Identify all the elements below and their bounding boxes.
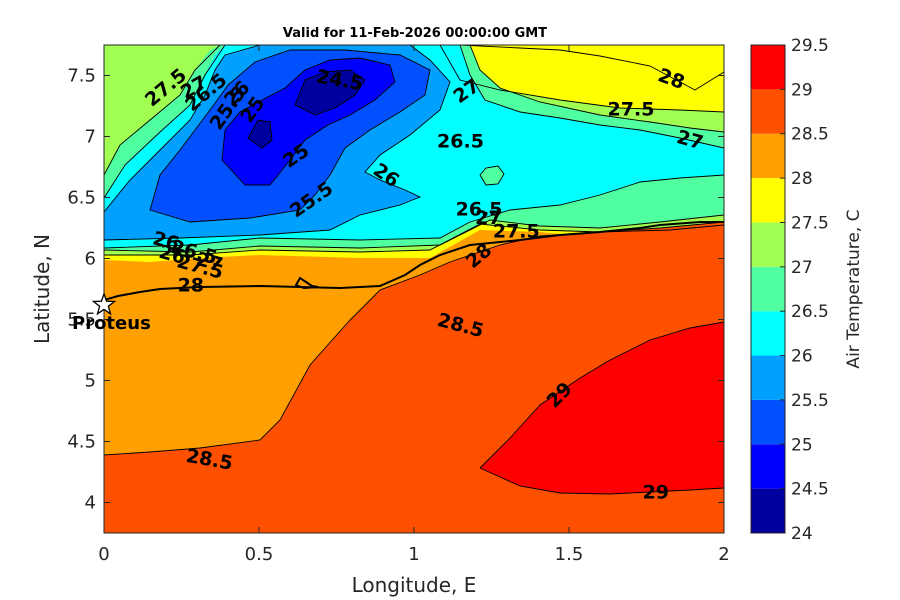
contour-fill — [104, 45, 724, 533]
x-axis: 0 0.5 1 1.5 2 — [98, 45, 730, 565]
y-tick-label: 7.5 — [67, 66, 96, 87]
colorbar-swatch — [751, 89, 785, 134]
colorbar-swatch — [751, 266, 785, 312]
fill-band-29 — [480, 322, 724, 494]
contour-line — [104, 45, 451, 241]
contour-line — [479, 467, 724, 495]
colorbar: 24 24.5 25 25.5 26 26.5 27 27.5 28 28.5 29 29.5 Air… — [750, 36, 864, 544]
colorbar-tick-label: 29 — [791, 80, 813, 100]
contour-line — [479, 321, 724, 469]
y-tick-label: 5 — [85, 371, 96, 392]
x-tick-label: 0 — [98, 544, 109, 565]
contour-label: 26.5 — [437, 130, 484, 152]
contour-label: 27 — [475, 207, 501, 229]
fill-band-24 — [248, 120, 272, 148]
fill-band-24 — [295, 70, 365, 115]
contour-line — [247, 119, 273, 149]
colorbar-swatch — [751, 399, 785, 445]
contour-label: 28 — [178, 274, 204, 296]
colorbar-tick-label: 28 — [791, 169, 813, 189]
colorbar-swatch — [751, 444, 785, 489]
y-tick-label: 6.5 — [67, 188, 96, 209]
y-tick-label: 7 — [85, 127, 96, 148]
contour-line — [459, 45, 724, 91]
plot-area: 0 0.5 1 1.5 2 44.555.566.577.5 24.5252525.52… — [30, 44, 730, 597]
colorbar-swatch — [751, 488, 785, 533]
station-marker: Proteus — [72, 291, 151, 334]
colorbar-swatch — [751, 178, 785, 223]
chart-title: Valid for 11-Feb-2026 00:00:00 GMT — [283, 26, 547, 41]
fill-band-26-5 — [480, 166, 504, 185]
coastline — [104, 221, 724, 301]
contour-line — [469, 45, 724, 133]
colorbar-tick-label: 26.5 — [791, 302, 829, 322]
colorbar-tick-label: 25 — [791, 435, 813, 455]
colorbar-ticks: 24 24.5 25 25.5 26 26.5 27 27.5 28 28.5 29 29.5 — [780, 36, 829, 544]
contour-label: 29 — [643, 482, 669, 504]
colorbar-tick-label: 25.5 — [791, 391, 829, 411]
colorbar-tick-label: 24.5 — [791, 480, 829, 500]
contour-line — [459, 45, 724, 149]
y-tick-label: 4 — [85, 493, 96, 514]
contour-line — [104, 45, 221, 176]
y-tick-label: 4.5 — [67, 432, 96, 453]
station-label: Proteus — [72, 313, 151, 334]
colorbar-swatches — [751, 45, 785, 533]
colorbar-tick-label: 27.5 — [791, 213, 829, 233]
coastline-path — [104, 221, 724, 301]
colorbar-label: Air Temperature, C — [844, 209, 864, 368]
colorbar-swatch — [751, 133, 785, 179]
colorbar-tick-label: 28.5 — [791, 125, 829, 145]
colorbar-frame — [750, 44, 786, 534]
x-axis-label: Longitude, E — [352, 573, 477, 597]
x-tick-label: 0.5 — [245, 544, 274, 565]
contour-line — [104, 214, 724, 253]
colorbar-tick-label: 26 — [791, 347, 813, 367]
contour-label: 27.5 — [493, 221, 540, 243]
contour-line — [104, 45, 226, 199]
contour-line — [149, 49, 431, 223]
contour-line — [439, 45, 724, 113]
colorbar-tick-label: 27 — [791, 258, 813, 278]
colorbar-swatch — [751, 45, 785, 90]
contour-line — [221, 57, 396, 186]
star-icon — [91, 291, 117, 316]
contour-line — [294, 69, 366, 116]
x-tick-label: 1 — [408, 544, 419, 565]
y-tick-label: 6 — [85, 249, 96, 270]
y-axis-label: Latitude, N — [30, 234, 54, 344]
contour-line — [104, 45, 261, 213]
coastline-island — [294, 276, 319, 290]
y-tick-label: 5.5 — [67, 310, 96, 331]
contour-line — [104, 174, 724, 249]
contour-line — [479, 165, 505, 186]
colorbar-swatch — [751, 311, 785, 356]
contour-label: 27.5 — [608, 99, 655, 121]
x-tick-label: 2 — [718, 544, 729, 565]
colorbar-swatch — [751, 222, 785, 267]
x-tick-label: 1.5 — [555, 544, 584, 565]
colorbar-tick-label: 24 — [791, 524, 813, 544]
y-axis: 4 4.5 5 5.5 6 6.5 7 7.5 — [67, 66, 724, 514]
contour-lines — [104, 45, 724, 495]
colorbar-swatch — [751, 355, 785, 400]
contour-label: 26.5 — [456, 199, 503, 221]
colorbar-tick-label: 29.5 — [791, 36, 829, 56]
